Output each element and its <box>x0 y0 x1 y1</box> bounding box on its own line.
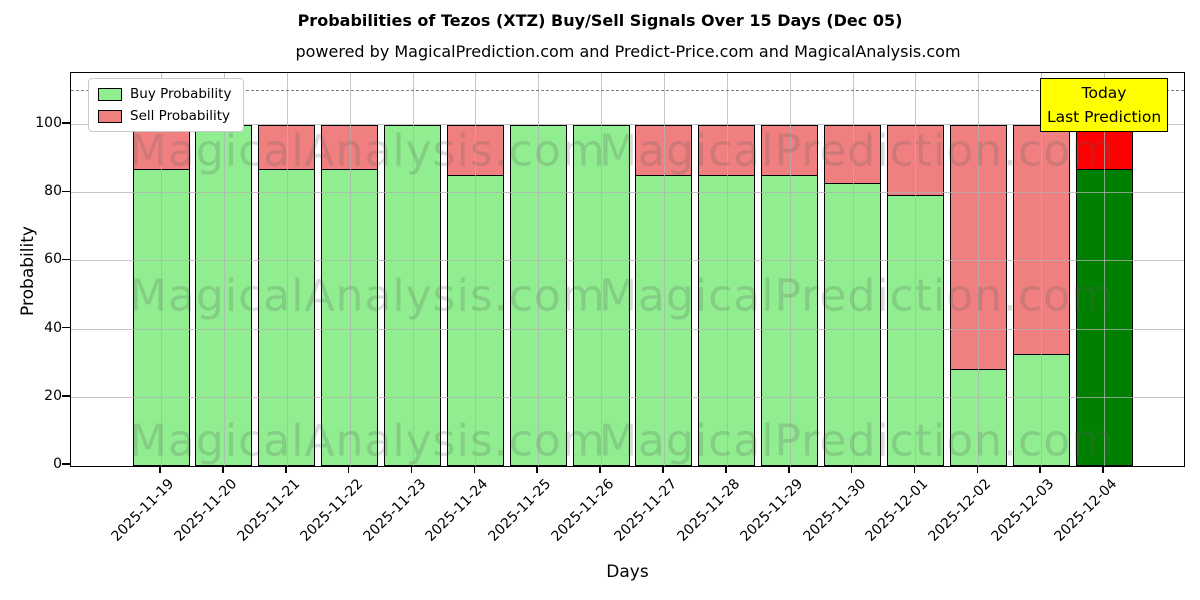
legend-entry-sell: Sell Probability <box>98 108 231 124</box>
x-tick-mark <box>850 466 853 473</box>
watermark-text: MagicalAnalysis.com <box>129 125 606 177</box>
watermark-text: MagicalPrediction.com <box>599 125 1115 177</box>
y-tick-label: 20 <box>44 387 62 404</box>
chart-title: Probabilities of Tezos (XTZ) Buy/Sell Si… <box>297 11 903 30</box>
horizontal-gridline <box>71 396 1184 398</box>
horizontal-gridline <box>71 124 1184 126</box>
legend: Buy Probability Sell Probability <box>88 78 245 132</box>
y-tick-mark <box>62 326 70 329</box>
watermark-text: MagicalAnalysis.com <box>129 415 606 467</box>
y-tick-label: 60 <box>44 251 62 268</box>
watermark-text: MagicalPrediction.com <box>599 270 1115 322</box>
y-tick-mark <box>62 258 70 261</box>
legend-buy-label: Buy Probability <box>130 86 232 102</box>
vertical-gridline <box>601 73 603 466</box>
x-tick-mark <box>536 466 539 473</box>
vertical-gridline <box>286 73 288 466</box>
y-tick-mark <box>62 395 70 397</box>
legend-entry-buy: Buy Probability <box>98 86 231 102</box>
x-tick-mark <box>159 466 161 473</box>
vertical-gridline <box>223 73 225 466</box>
x-tick-mark <box>347 466 350 473</box>
y-tick-label: 0 <box>53 456 62 472</box>
x-tick-mark <box>599 466 601 473</box>
watermark-text: MagicalPrediction.com <box>599 415 1115 467</box>
vertical-gridline <box>161 73 163 466</box>
x-tick-mark <box>787 466 790 473</box>
x-tick-mark <box>913 466 916 473</box>
plot-area: MagicalAnalysis.com MagicalPrediction.com… <box>70 72 1185 467</box>
vertical-gridline <box>978 73 980 466</box>
vertical-gridline <box>852 73 854 466</box>
x-axis-label: Days <box>606 562 649 582</box>
y-axis-label: Probability <box>18 226 38 316</box>
vertical-gridline <box>726 73 728 466</box>
today-annotation: Today Last Prediction <box>1040 78 1169 133</box>
vertical-gridline <box>1041 73 1043 466</box>
x-tick-mark <box>473 466 476 473</box>
vertical-gridline <box>789 73 791 466</box>
vertical-gridline <box>1104 73 1106 466</box>
horizontal-gridline <box>71 328 1184 330</box>
y-tick-label: 80 <box>44 183 62 200</box>
dashed-threshold-line <box>71 90 1184 92</box>
today-annotation-line1: Today <box>1081 84 1127 102</box>
x-tick-mark <box>976 466 979 473</box>
vertical-gridline <box>349 73 351 466</box>
x-tick-mark <box>410 466 413 473</box>
y-tick-mark <box>62 463 70 465</box>
today-annotation-line2: Last Prediction <box>1046 108 1162 127</box>
y-tick-mark <box>62 122 70 124</box>
vertical-gridline <box>475 73 477 466</box>
watermark-text: MagicalAnalysis.com <box>129 270 606 322</box>
y-tick-label: 100 <box>35 115 62 132</box>
vertical-gridline <box>915 73 917 466</box>
horizontal-gridline <box>71 260 1184 262</box>
legend-sell-swatch <box>98 109 122 123</box>
x-tick-mark <box>285 466 287 473</box>
x-tick-mark <box>725 466 727 473</box>
vertical-gridline <box>538 73 540 466</box>
y-tick-label: 40 <box>44 319 62 336</box>
chart-subtitle: powered by MagicalPrediction.com and Pre… <box>295 42 961 61</box>
x-tick-mark <box>222 466 224 473</box>
legend-buy-swatch <box>98 87 122 101</box>
y-tick-mark <box>62 190 70 193</box>
x-tick-mark <box>1102 466 1104 473</box>
x-tick-mark <box>662 466 664 473</box>
horizontal-gridline <box>71 192 1184 194</box>
x-tick-mark <box>1039 466 1041 473</box>
vertical-gridline <box>663 73 665 466</box>
vertical-gridline <box>412 73 414 466</box>
legend-sell-label: Sell Probability <box>130 108 231 124</box>
